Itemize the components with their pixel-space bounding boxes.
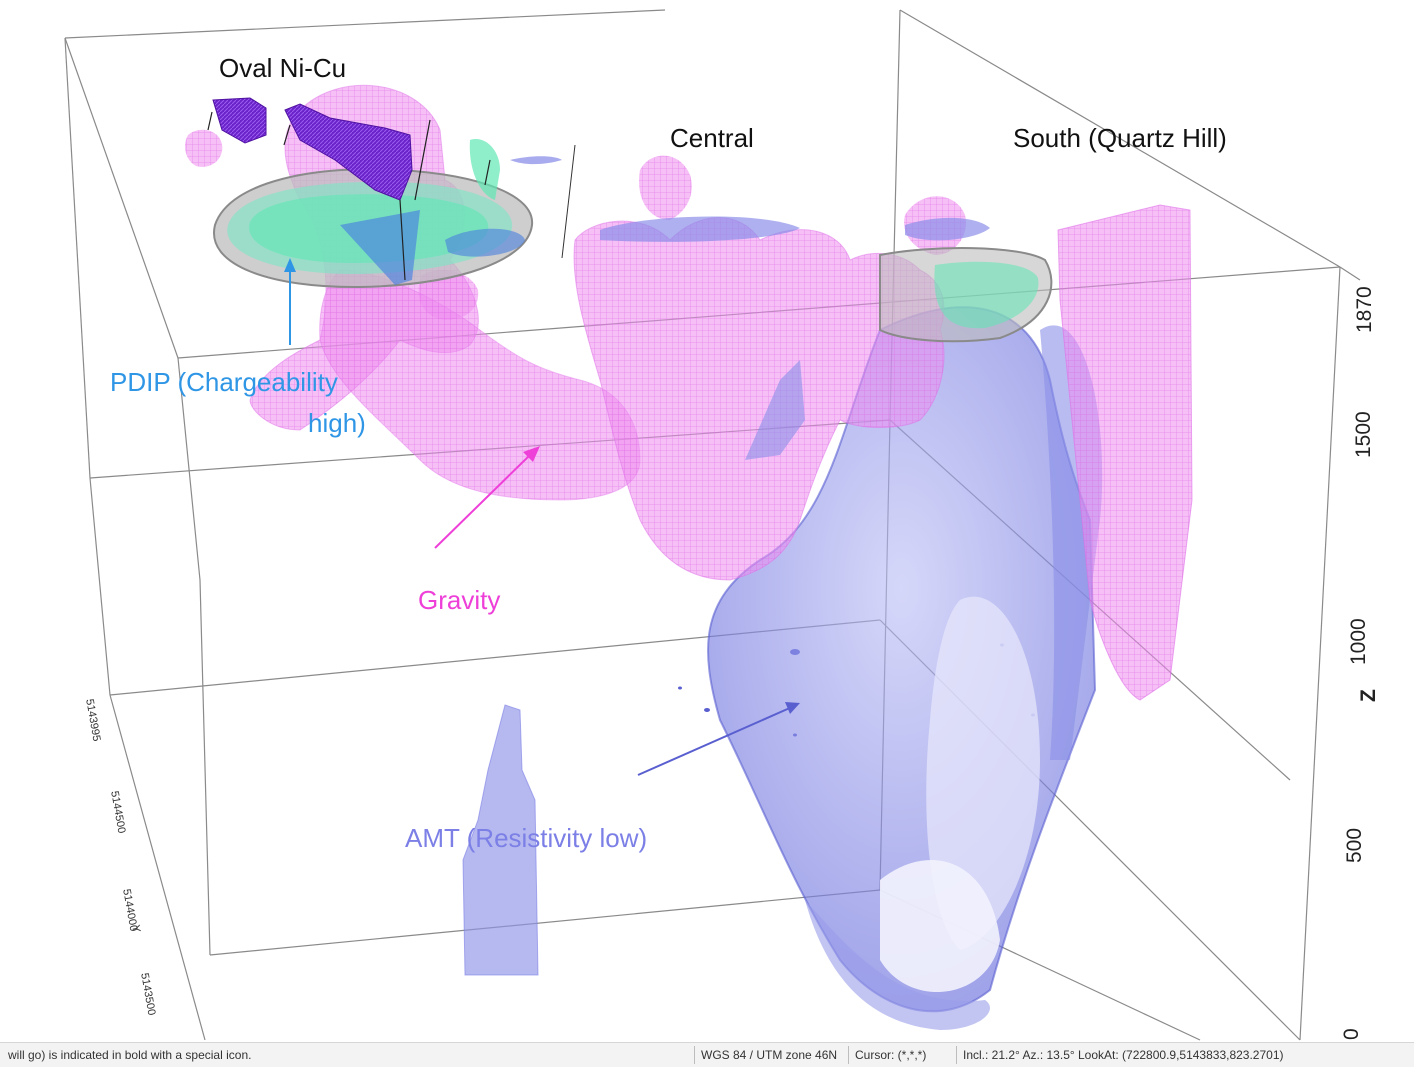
- status-view-params: Incl.: 21.2° Az.: 13.5° LookAt: (722800.…: [963, 1048, 1284, 1062]
- status-cursor: Cursor: (*,*,*): [855, 1048, 927, 1062]
- label-pdip-line2: high): [308, 408, 366, 438]
- z-tick-1000: 1000: [1347, 618, 1370, 665]
- label-pdip-line1: PDIP (Chargeability: [110, 367, 338, 397]
- label-oval-ni-cu: Oval Ni-Cu: [219, 53, 347, 83]
- label-amt-resistivity-low: AMT (Resistivity low): [405, 823, 648, 853]
- sulfide-bodies: [207, 97, 491, 281]
- status-separator: [956, 1046, 957, 1064]
- z-tick-1870: 1870: [1353, 286, 1376, 333]
- status-message: will go) is indicated in bold with a spe…: [8, 1048, 252, 1062]
- 3d-viewport[interactable]: Oval Ni-Cu Central South (Quartz Hill) P…: [0, 0, 1414, 1042]
- label-central: Central: [670, 123, 754, 153]
- status-crs: WGS 84 / UTM zone 46N: [701, 1048, 838, 1062]
- z-axis-title: Z: [1357, 689, 1380, 702]
- z-tick-1500: 1500: [1352, 411, 1375, 458]
- pdip-chargeability-body: [212, 139, 1053, 343]
- 3d-scene[interactable]: [0, 0, 1414, 1042]
- z-tick-0: 0: [1340, 1028, 1363, 1040]
- z-tick-500: 500: [1343, 827, 1366, 863]
- annotation-arrows: [284, 258, 800, 776]
- label-gravity: Gravity: [418, 585, 501, 615]
- status-separator: [848, 1046, 849, 1064]
- status-bar: will go) is indicated in bold with a spe…: [0, 1042, 1414, 1067]
- label-south-quartz-hill: South (Quartz Hill): [1013, 123, 1227, 153]
- status-separator: [694, 1046, 695, 1064]
